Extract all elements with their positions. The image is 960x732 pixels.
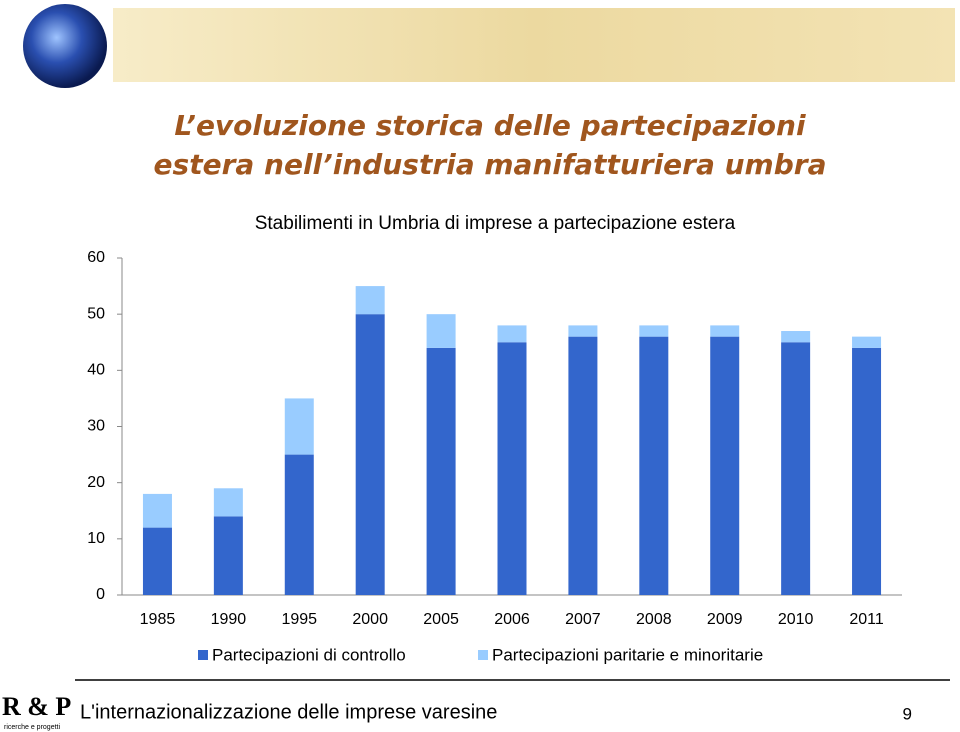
globe xyxy=(23,4,107,88)
bar-segment xyxy=(710,325,740,337)
bar-segment xyxy=(355,286,385,315)
legend-swatch xyxy=(198,650,208,660)
bar-segment xyxy=(284,398,314,455)
plot: 0 10 20 30 40 50 60 1985 1990 1995 2000 2005 2006 200… xyxy=(87,249,902,664)
chart-title: Stabilimenti in Umbria di imprese a part… xyxy=(255,213,736,234)
y-tick-label: 30 xyxy=(87,418,105,435)
bar-segment xyxy=(852,347,882,595)
bar-segment xyxy=(142,527,172,595)
legend-label: Partecipazioni di controllo xyxy=(212,645,406,664)
x-tick-label: 2011 xyxy=(849,611,884,628)
x-tick-label: 2000 xyxy=(352,611,388,628)
y-tick-label: 50 xyxy=(87,305,105,322)
bar-segment xyxy=(213,516,243,595)
bar-segment xyxy=(426,347,456,595)
x-tick-label: 2010 xyxy=(778,611,814,628)
x-tick-label: 2006 xyxy=(494,611,530,628)
bar-segment xyxy=(639,336,669,595)
bar-segment xyxy=(852,336,882,348)
y-tick-label: 20 xyxy=(87,474,105,491)
banner xyxy=(113,8,955,82)
bar-segment xyxy=(497,342,527,595)
bar-segment xyxy=(781,342,811,595)
y-tick-label: 10 xyxy=(87,530,105,547)
bar-segment xyxy=(781,331,811,343)
bar-segment xyxy=(568,325,598,337)
bar-segment xyxy=(142,493,172,528)
logo-subtext: ricerche e progetti xyxy=(4,724,60,731)
x-tick-label: 2005 xyxy=(423,611,459,628)
legend-swatch xyxy=(478,650,488,660)
bar-segment xyxy=(426,314,456,348)
y-tick-label: 40 xyxy=(87,362,105,379)
bar-segment xyxy=(710,336,740,595)
x-tick-label: 2009 xyxy=(707,611,743,628)
x-tick-label: 1990 xyxy=(211,611,247,628)
y-tick-label: 60 xyxy=(87,249,105,266)
bar-segment xyxy=(568,336,598,595)
footer: L'internazionalizzazione delle imprese v… xyxy=(80,701,497,723)
x-tick-label: 2008 xyxy=(636,611,672,628)
x-tick-label: 2007 xyxy=(565,611,601,628)
slide-title: estera nell’industria manifatturiera umb… xyxy=(154,148,827,181)
bar-segment xyxy=(355,314,385,595)
bar-segment xyxy=(497,325,527,343)
x-tick-label: 1985 xyxy=(140,611,176,628)
page-number: 9 xyxy=(903,704,912,723)
bar-segment xyxy=(639,325,669,337)
logo: R & P xyxy=(2,692,71,721)
legend-label: Partecipazioni paritarie e minoritarie xyxy=(492,645,763,664)
bar-segment xyxy=(213,488,243,517)
y-tick-label: 0 xyxy=(96,586,105,603)
slide-title: L’evoluzione storica delle partecipazion… xyxy=(174,109,806,142)
bar-segment xyxy=(284,454,314,595)
x-tick-label: 1995 xyxy=(281,611,317,628)
